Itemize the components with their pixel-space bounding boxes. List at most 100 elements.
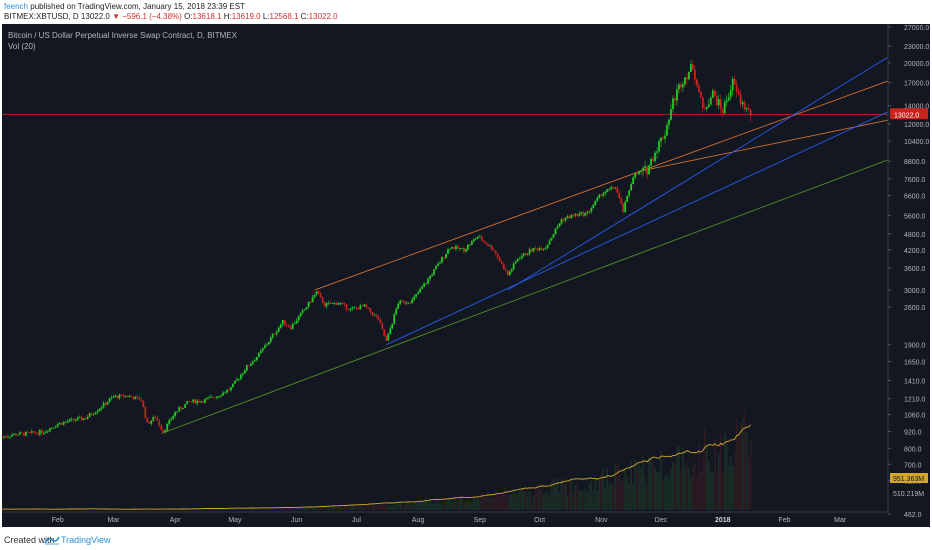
candle-body [510, 269, 513, 272]
volume-bar [636, 466, 638, 510]
candle-body [255, 356, 258, 361]
candle-body [628, 190, 631, 196]
volume-bar [192, 508, 194, 510]
candle-body [192, 399, 195, 402]
candle-body [152, 417, 155, 421]
volume-bar [281, 507, 284, 510]
volume-bar [449, 496, 451, 510]
candle-body [602, 193, 605, 196]
volume-bar [267, 508, 270, 510]
volume-bar [252, 508, 254, 510]
volume-bar [335, 506, 338, 510]
volume-bar [592, 490, 595, 510]
volume-bar [502, 494, 505, 510]
volume-bar [415, 502, 417, 510]
price-tick-label: 700.0 [904, 462, 922, 469]
candle-body [369, 308, 372, 312]
chart-panel[interactable]: 27000.0 23000.0 20000.0 17000.0 14000.0 12000… [1, 24, 930, 527]
candle-body [21, 432, 23, 434]
volume-bar [713, 438, 716, 510]
candle-body [108, 398, 111, 403]
candle-body [488, 245, 491, 247]
author-link[interactable]: feench [4, 2, 29, 11]
candle-body [269, 337, 272, 342]
candle-body [84, 418, 87, 420]
tradingview-brand-link[interactable]: TradingView [61, 535, 111, 545]
volume-bar [706, 445, 708, 510]
volume-bar [399, 502, 402, 510]
volume-bar [423, 501, 425, 510]
volume-bar [483, 495, 485, 510]
candle-body [711, 90, 714, 98]
candle-body [48, 428, 51, 432]
tradingview-logo-icon[interactable] [44, 535, 60, 545]
volume-bar [262, 507, 264, 510]
candle-body [701, 97, 704, 109]
volume-bar [560, 478, 563, 510]
candle-body [630, 184, 633, 191]
high-label: H: [223, 12, 232, 21]
candle-body [735, 84, 738, 92]
volume-bar [293, 508, 296, 510]
volume-bar [514, 493, 517, 510]
candle-body [393, 314, 396, 324]
candle-body [584, 212, 587, 216]
candle-body [88, 413, 91, 418]
volume-bar [204, 508, 206, 510]
volume-bar [550, 481, 553, 510]
candle-body [459, 248, 461, 250]
volume-bar [206, 508, 208, 510]
candle-body [56, 424, 59, 427]
candle-body [723, 102, 726, 114]
volume-bar [520, 488, 523, 510]
price-axis-bg [888, 24, 930, 527]
volume-bar [72, 509, 75, 510]
candle-body [550, 237, 553, 241]
volume-bar [357, 504, 360, 510]
candle-body [465, 249, 467, 252]
candle-body [132, 396, 135, 400]
close-label: C: [300, 12, 309, 21]
candle-body [674, 98, 676, 101]
candle-body [705, 107, 708, 110]
volume-bar [668, 479, 670, 510]
candle-body [570, 214, 573, 219]
volume-bar [21, 509, 23, 510]
volume-bar [485, 497, 487, 510]
candle-body [24, 431, 27, 436]
candle-body [319, 293, 322, 297]
candle-body [349, 308, 352, 311]
candle-body [104, 402, 107, 405]
candle-body [40, 430, 43, 434]
time-tick-label: Jul [352, 517, 361, 524]
candle-body [632, 177, 635, 185]
volume-bar [473, 498, 475, 510]
volume-bar [86, 509, 89, 510]
candle-body [620, 197, 623, 204]
candle-body [50, 427, 53, 429]
volume-bar [106, 509, 109, 510]
candle-body [204, 398, 206, 403]
price-chart[interactable]: 27000.0 23000.0 20000.0 17000.0 14000.0 12000… [1, 24, 930, 527]
volume-bar [566, 495, 569, 510]
candle-body [64, 421, 67, 423]
volume-bar [526, 495, 529, 510]
price-tick-label: 20000.0 [904, 61, 929, 68]
candle-body [512, 263, 515, 270]
candle-body [359, 305, 362, 310]
volume-bar [674, 464, 676, 510]
volume-bar [558, 493, 561, 510]
volume-bar [114, 509, 117, 510]
candle-body [226, 389, 228, 393]
candle-body [150, 420, 153, 424]
candle-body [273, 334, 276, 335]
candle-body [313, 294, 316, 298]
volume-bar [481, 492, 483, 510]
candle-body [474, 238, 477, 240]
volume-bar [271, 507, 274, 510]
candle-body [182, 408, 185, 409]
candle-body [433, 269, 435, 275]
candle-body [373, 314, 376, 316]
volume-indicator-label: Vol (20) [8, 42, 36, 51]
candle-body [184, 404, 187, 409]
